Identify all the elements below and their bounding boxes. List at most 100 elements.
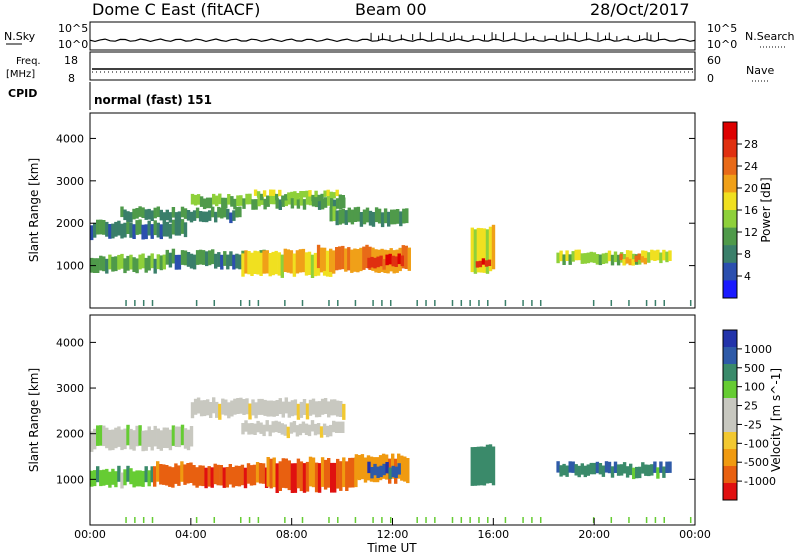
heat-cell	[650, 464, 654, 476]
heat-cell	[485, 229, 490, 274]
heat-cell	[238, 254, 242, 270]
heat-cell	[135, 220, 139, 235]
heat-cell	[327, 401, 331, 418]
heat-cell	[171, 467, 175, 488]
heat-cell	[287, 192, 291, 199]
colorbar-swatch	[723, 174, 737, 193]
heat-cell	[302, 199, 307, 210]
heat-cell	[320, 198, 325, 210]
heat-cell	[111, 468, 115, 485]
heat-cell	[577, 249, 581, 261]
heat-cell	[314, 401, 319, 418]
heat-cell	[330, 198, 334, 209]
xtick-label: 16:00	[477, 528, 509, 541]
heat-cell	[235, 206, 239, 218]
heat-cell	[254, 402, 258, 419]
heat-cell	[189, 462, 193, 483]
heat-cell	[301, 248, 306, 273]
heat-cell	[195, 517, 198, 523]
heat-cell	[689, 517, 692, 523]
heat-cell	[388, 253, 392, 265]
heat-cell	[330, 399, 334, 416]
xtick-label: 08:00	[276, 528, 308, 541]
heat-cell	[105, 427, 109, 449]
heat-cell	[381, 300, 383, 306]
heat-cell	[174, 426, 179, 447]
heat-cell	[207, 466, 211, 487]
heat-cell	[177, 211, 182, 222]
heat-cell	[365, 207, 370, 223]
cpid-text: normal (fast) 151	[94, 93, 212, 107]
heat-cell	[142, 300, 145, 306]
heat-cell	[275, 198, 279, 209]
heat-cell	[202, 198, 207, 210]
heat-cell	[174, 463, 178, 484]
heat-cell	[299, 401, 304, 418]
heat-cell	[376, 256, 380, 268]
heat-cell	[90, 431, 94, 452]
heat-cell	[241, 253, 245, 277]
heat-cell	[168, 466, 172, 487]
heat-cell	[239, 300, 242, 306]
heat-cell	[311, 457, 316, 488]
colorbar-swatch	[723, 449, 737, 467]
heat-cell	[645, 517, 648, 523]
heat-cell	[610, 300, 613, 306]
heat-cell	[150, 224, 154, 239]
heat-cell	[487, 517, 489, 523]
heat-cell	[195, 207, 200, 219]
heat-cell	[193, 398, 198, 415]
heat-cell	[317, 401, 322, 418]
heat-cell	[165, 427, 169, 449]
heat-cell	[165, 221, 169, 237]
heat-cell	[351, 457, 355, 488]
heat-cell	[281, 458, 285, 488]
heat-cell	[214, 253, 218, 269]
heat-cell	[250, 423, 254, 435]
heat-cell	[341, 421, 345, 433]
colorbar-tick-label: 4	[744, 270, 751, 283]
heat-cell	[220, 207, 224, 219]
heat-cell	[272, 457, 276, 488]
heat-cell	[189, 253, 194, 269]
heat-cell	[233, 398, 237, 415]
heat-cell	[126, 211, 130, 222]
heat-cell	[305, 190, 309, 198]
heat-cell	[310, 254, 315, 278]
colorbar-swatch	[723, 364, 737, 382]
heat-cell	[330, 462, 334, 493]
heat-cell	[259, 422, 263, 434]
heat-cell	[224, 197, 228, 209]
heat-cell	[478, 300, 480, 306]
heat-cell	[344, 210, 348, 225]
heat-cell	[476, 227, 481, 273]
heat-cell	[215, 195, 219, 207]
heat-cell	[171, 248, 176, 264]
heat-cell	[574, 249, 578, 261]
heat-cell	[559, 465, 563, 477]
heat-cell	[460, 517, 463, 523]
colorbar-swatch	[723, 347, 737, 365]
freq-tick-bottom: 8	[68, 72, 75, 85]
heat-cell	[385, 254, 389, 266]
heat-cell	[147, 220, 151, 236]
heat-cell	[656, 249, 660, 261]
heat-cell	[205, 211, 209, 223]
heat-cell	[281, 401, 285, 418]
colorbar-tick-label: -25	[744, 418, 762, 431]
colorbar-swatch	[723, 139, 737, 158]
heat-cell	[198, 249, 203, 265]
heat-cell	[317, 199, 322, 210]
colorbar-tick-label: 28	[744, 138, 758, 151]
heat-cell	[301, 421, 306, 433]
heat-cell	[283, 424, 287, 436]
heat-cell	[223, 251, 227, 266]
heat-cell	[434, 300, 436, 306]
heat-cell	[487, 259, 492, 266]
heat-cell	[298, 249, 303, 273]
heat-cell	[359, 247, 363, 272]
heat-cell	[156, 254, 160, 270]
heat-cell	[380, 212, 385, 228]
heat-cell	[259, 193, 264, 201]
